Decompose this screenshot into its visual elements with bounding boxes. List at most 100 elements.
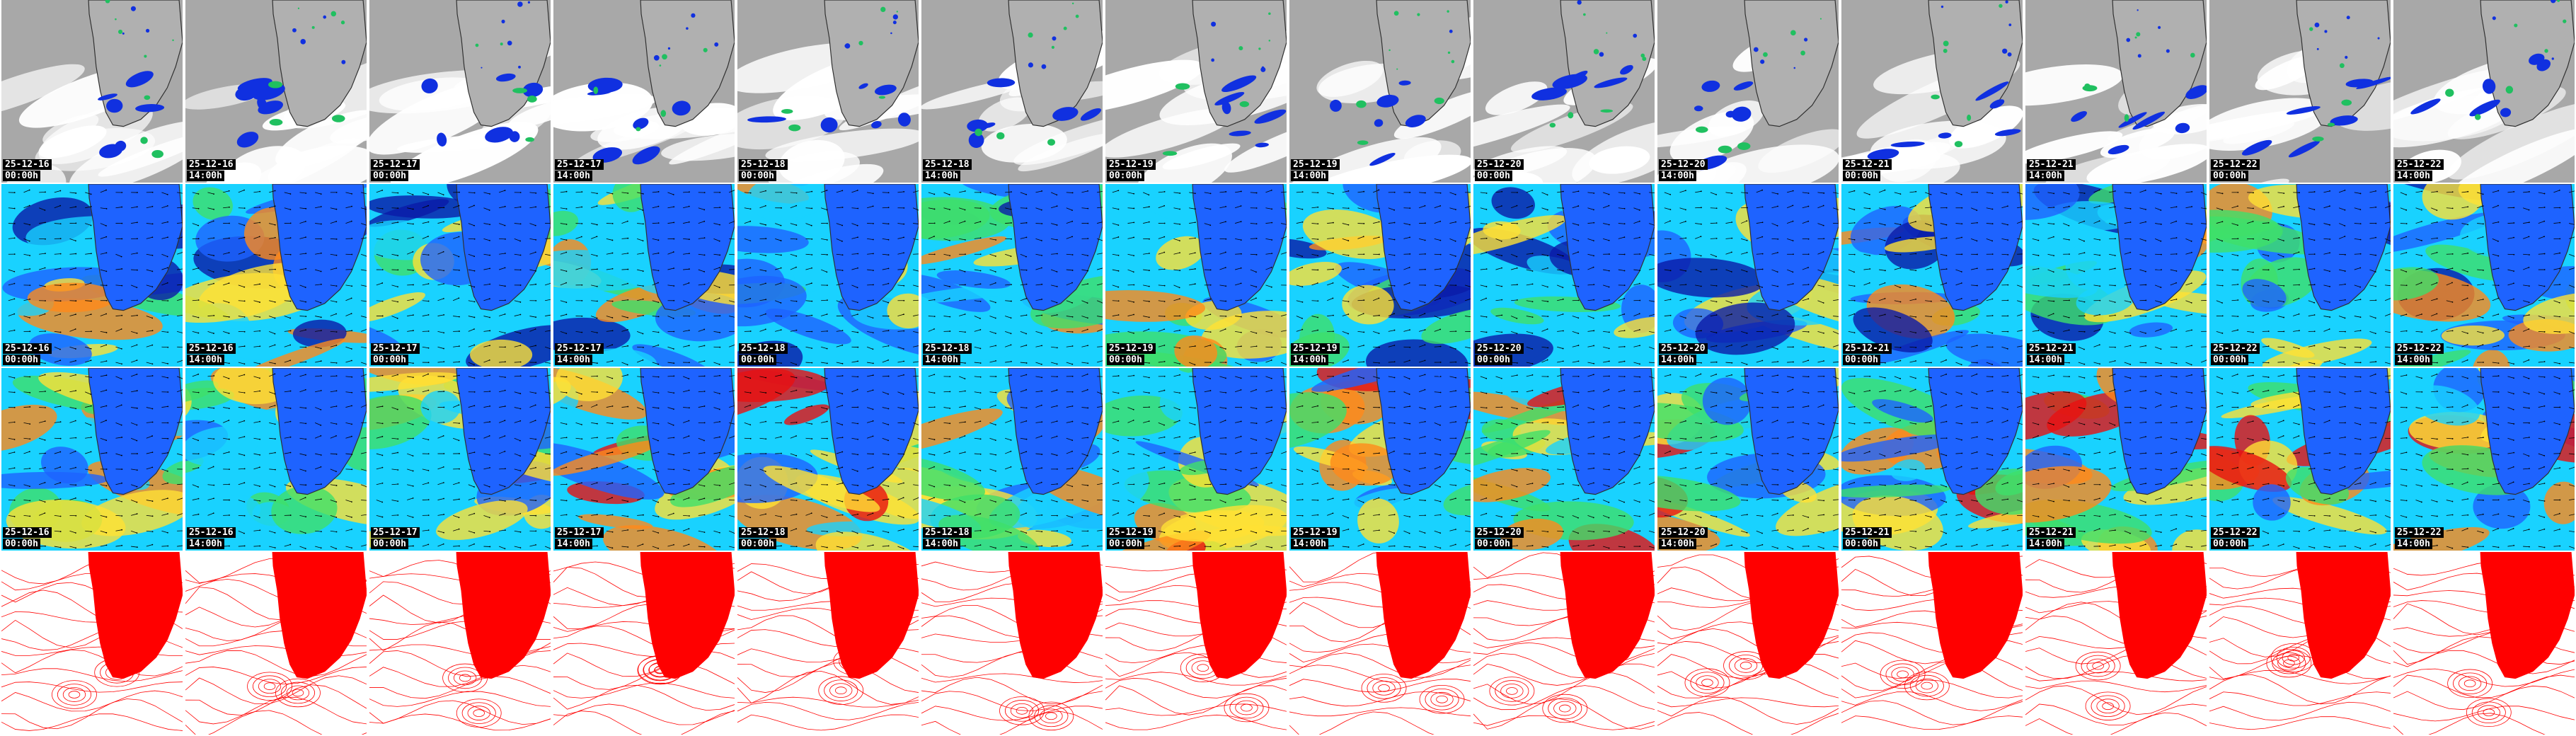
pressure-panel [2025,552,2207,735]
timestamp-hour-label: 00:00h [1843,171,1880,181]
cloud-rain-map [737,0,919,183]
wind-upper-map [1657,368,1839,551]
timestamp-date-label: 25-12-18 [739,159,788,170]
pressure-map [553,552,735,735]
southern-africa-landmass [824,0,919,127]
pressure-map [1841,552,2023,735]
cloud-rain-map [1289,0,1471,183]
cloud-rain-map [1657,0,1839,183]
cloud-rain-map [921,0,1103,183]
timestamp-hour-label: 00:00h [2211,355,2248,365]
timestamp-date-label: 25-12-20 [1659,159,1708,170]
cloud-rain-panel: 25-12-19 00:00h [1105,0,1287,183]
timestamp-hour-label: 14:00h [1659,539,1696,549]
timestamp-hour-label: 14:00h [923,355,960,365]
wind-lower-panel: 25-12-20 14:00h [1657,184,1839,367]
pressure-map [185,552,367,735]
wind-lower-panel: 25-12-21 14:00h [2025,184,2207,367]
wind-upper-map [1,368,183,551]
southern-africa-landmass [1744,552,1839,679]
timestamp-hour-label: 00:00h [1107,539,1144,549]
timestamp-hour-label: 14:00h [923,171,960,181]
pressure-panel [2393,552,2575,735]
wind-lower-map [2025,184,2207,367]
wind-lower-panel: 25-12-20 00:00h [1473,184,1655,367]
wind-upper-panel: 25-12-21 14:00h [2025,368,2207,551]
wind-lower-panel: 25-12-17 14:00h [553,184,735,367]
timestamp-date-label: 25-12-22 [2211,527,2260,538]
cloud-rain-panel: 25-12-17 00:00h [369,0,551,183]
wind-lower-map [185,184,367,367]
timestamp-hour-label: 00:00h [1843,355,1880,365]
wind-upper-map [1105,368,1287,551]
southern-africa-landmass [1376,552,1471,679]
wind-upper-panel: 25-12-18 14:00h [921,368,1103,551]
cloud-rain-map [1105,0,1287,183]
cloud-rain-panel: 25-12-20 14:00h [1657,0,1839,183]
timestamp-date-label: 25-12-17 [555,527,604,538]
southern-africa-landmass [1008,552,1103,679]
cloud-rain-panel: 25-12-17 14:00h [553,0,735,183]
wind-upper-map [921,368,1103,551]
timestamp-hour-label: 14:00h [555,355,592,365]
timestamp-hour-label: 00:00h [2211,539,2248,549]
wind-lower-panel: 25-12-22 14:00h [2393,184,2575,367]
pressure-map [2209,552,2391,735]
cloud-rain-map [1,0,183,183]
timestamp-hour-label: 00:00h [371,355,408,365]
pressure-panel [1657,552,1839,735]
wind-upper-panel: 25-12-20 00:00h [1473,368,1655,551]
wind-lower-map [2209,184,2391,367]
timestamp-date-label: 25-12-16 [187,527,236,538]
pressure-map [1657,552,1839,735]
timestamp-date-label: 25-12-21 [2027,527,2076,538]
timestamp-date-label: 25-12-17 [555,159,604,170]
wind-lower-panel: 25-12-19 00:00h [1105,184,1287,367]
wind-upper-panel: 25-12-22 14:00h [2393,368,2575,551]
pressure-map [2393,552,2575,735]
timestamp-hour-label: 14:00h [2395,171,2432,181]
wind-upper-panel: 25-12-18 00:00h [737,368,919,551]
wind-lower-map [737,184,919,367]
timestamp-date-label: 25-12-22 [2395,159,2444,170]
wind-lower-map [921,184,1103,367]
wind-upper-map [369,368,551,551]
timestamp-date-label: 25-12-16 [3,527,52,538]
wind-upper-panel: 25-12-16 14:00h [185,368,367,551]
timestamp-date-label: 25-12-19 [1107,527,1156,538]
wind-lower-map [553,184,735,367]
timestamp-hour-label: 14:00h [1291,539,1328,549]
wind-upper-panel: 25-12-22 00:00h [2209,368,2391,551]
timestamp-date-label: 25-12-18 [923,527,972,538]
pressure-map [1,552,183,735]
timestamp-date-label: 25-12-20 [1659,527,1708,538]
pressure-panel [921,552,1103,735]
cloud-rain-panel: 25-12-18 14:00h [921,0,1103,183]
timestamp-date-label: 25-12-22 [2395,527,2444,538]
timestamp-hour-label: 14:00h [1291,171,1328,181]
timestamp-date-label: 25-12-18 [739,343,788,354]
timestamp-hour-label: 14:00h [1291,355,1328,365]
timestamp-date-label: 25-12-21 [1843,343,1892,354]
timestamp-date-label: 25-12-16 [187,159,236,170]
wind-upper-map [737,368,919,551]
cloud-rain-panel: 25-12-22 00:00h [2209,0,2391,183]
pressure-panel [185,552,367,735]
cloud-rain-map [1841,0,2023,183]
wind-upper-panel: 25-12-20 14:00h [1657,368,1839,551]
pressure-panel [1473,552,1655,735]
cloud-rain-map [2209,0,2391,183]
pressure-panel [737,552,919,735]
pressure-panel [369,552,551,735]
timestamp-date-label: 25-12-18 [923,159,972,170]
pressure-map [369,552,551,735]
timestamp-hour-label: 00:00h [2211,171,2248,181]
pressure-panel [1841,552,2023,735]
southern-africa-landmass [88,552,183,679]
timestamp-hour-label: 00:00h [3,171,40,181]
timestamp-hour-label: 14:00h [1659,171,1696,181]
pressure-panel [1,552,183,735]
pressure-map [2025,552,2207,735]
wind-upper-map [1289,368,1471,551]
timestamp-hour-label: 14:00h [2027,355,2064,365]
